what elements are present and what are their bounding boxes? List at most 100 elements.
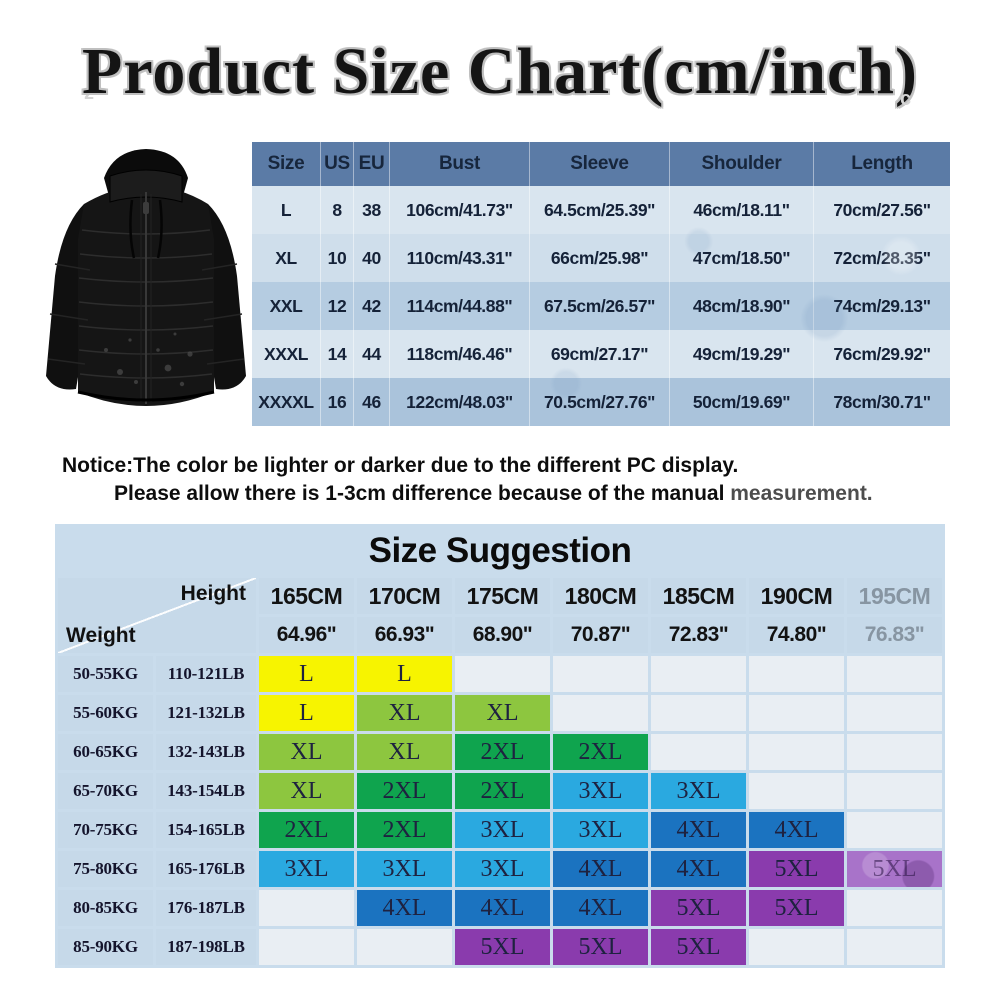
size-table-cell: 67.5cm/26.57" bbox=[529, 282, 669, 330]
size-table-row: XXXXL 16 46 122cm/48.03" 70.5cm/27.76" 50cm/1… bbox=[252, 378, 950, 426]
suggestion-empty-cell bbox=[847, 929, 942, 965]
suggestion-size-cell: 2XL bbox=[455, 734, 550, 770]
header: z Product Size Chart(cm/inch) c bbox=[0, 0, 1000, 142]
suggestion-size-cell: 2XL bbox=[357, 773, 452, 809]
suggestion-empty-cell bbox=[651, 734, 746, 770]
suggestion-size-cell: XL bbox=[357, 734, 452, 770]
suggestion-size-cell: 3XL bbox=[455, 812, 550, 848]
suggestion-size-cell: 3XL bbox=[651, 773, 746, 809]
suggestion-size-cell: 3XL bbox=[259, 851, 354, 887]
suggestion-empty-cell bbox=[847, 734, 942, 770]
suggestion-empty-cell bbox=[357, 929, 452, 965]
suggestion-size-cell: 2XL bbox=[259, 812, 354, 848]
weight-kg-cell: 50-55KG bbox=[58, 656, 153, 692]
weight-kg-cell: 80-85KG bbox=[58, 890, 153, 926]
size-table: Size US EU Bust Sleeve Shoulder Length L 8 38 106c… bbox=[252, 142, 950, 426]
suggestion-size-cell: 4XL bbox=[553, 890, 648, 926]
suggestion-size-cell: 5XL bbox=[651, 890, 746, 926]
height-cm-cell: 195CM bbox=[847, 578, 942, 614]
size-table-row: XL 10 40 110cm/43.31" 66cm/25.98" 47cm/18.50"… bbox=[252, 234, 950, 282]
size-table-header-cell: EU bbox=[353, 142, 389, 186]
size-table-cell: XXXL bbox=[263, 344, 309, 364]
suggestion-empty-cell bbox=[553, 656, 648, 692]
size-table-row: L 8 38 106cm/41.73" 64.5cm/25.39" 46cm/18.11"… bbox=[252, 186, 950, 234]
suggestion-size-cell: 3XL bbox=[553, 773, 648, 809]
size-table-cell: 12 bbox=[320, 282, 353, 330]
weight-lb-cell: 187-198LB bbox=[156, 929, 256, 965]
suggestion-size-cell: 2XL bbox=[553, 734, 648, 770]
top-section: Size US EU Bust Sleeve Shoulder Length L 8 38 106c… bbox=[0, 142, 1000, 432]
size-table-header-row: Size US EU Bust Sleeve Shoulder Length bbox=[252, 142, 950, 186]
size-table-row: XXXL 14 44 118cm/46.46" 69cm/27.17" 49cm/19.2… bbox=[252, 330, 950, 378]
suggestion-empty-cell bbox=[749, 929, 844, 965]
size-table-cell: 50cm/19.69" bbox=[669, 378, 813, 426]
notice-line-1: Notice:The color be lighter or darker du… bbox=[62, 454, 739, 477]
weight-kg-cell: 60-65KG bbox=[58, 734, 153, 770]
product-photo-jacket bbox=[46, 149, 246, 406]
height-cm-cell: 185CM bbox=[651, 578, 746, 614]
weight-kg-cell: 75-80KG bbox=[58, 851, 153, 887]
suggestion-size-cell: 3XL bbox=[357, 851, 452, 887]
size-table-cell: 38 bbox=[353, 186, 389, 234]
suggestion-size-cell: 5XL bbox=[651, 929, 746, 965]
suggestion-empty-cell bbox=[553, 695, 648, 731]
height-cm-cell: 180CM bbox=[553, 578, 648, 614]
size-table-cell: 42 bbox=[353, 282, 389, 330]
size-table-cell: 46cm/18.11" bbox=[669, 186, 813, 234]
notice-line-2-main: Please allow there is 1-3cm difference b… bbox=[114, 482, 731, 505]
size-table-cell: 76cm/29.92" bbox=[813, 330, 950, 378]
height-inch-cell: 66.93" bbox=[357, 617, 452, 653]
weight-kg-cell: 70-75KG bbox=[58, 812, 153, 848]
size-table-cell: XL bbox=[275, 248, 297, 268]
size-table-cell: 110cm/43.31" bbox=[389, 234, 529, 282]
size-table-cell: 78cm/30.71" bbox=[813, 378, 950, 426]
size-table-header-cell: Bust bbox=[389, 142, 529, 186]
height-inch-cell: 64.96" bbox=[259, 617, 354, 653]
suggestion-empty-cell bbox=[749, 773, 844, 809]
suggestion-size-cell: XL bbox=[357, 695, 452, 731]
size-table-header-cell: Size bbox=[267, 153, 305, 174]
suggestion-empty-cell bbox=[847, 695, 942, 731]
suggestion-size-cell: 4XL bbox=[651, 812, 746, 848]
height-label: Height bbox=[180, 582, 246, 605]
height-cm-cell: 175CM bbox=[455, 578, 550, 614]
suggestion-empty-cell bbox=[455, 656, 550, 692]
size-table-cell: 8 bbox=[320, 186, 353, 234]
diagonal-divider bbox=[58, 578, 256, 653]
size-table-cell: 10 bbox=[320, 234, 353, 282]
weight-lb-cell: 165-176LB bbox=[156, 851, 256, 887]
height-weight-corner-cell: Height Weight bbox=[58, 578, 256, 653]
weight-lb-cell: 154-165LB bbox=[156, 812, 256, 848]
size-suggestion-panel: Size Suggestion Height Weight 165CM 170CM… bbox=[55, 524, 945, 968]
height-inch-cell: 76.83" bbox=[847, 617, 942, 653]
size-table-cell: 69cm/27.17" bbox=[529, 330, 669, 378]
notice-text: Notice:The color be lighter or darker du… bbox=[62, 452, 1000, 508]
suggestion-size-cell: 4XL bbox=[749, 812, 844, 848]
size-table-cell: L bbox=[280, 200, 292, 220]
suggestion-size-cell: XL bbox=[259, 734, 354, 770]
faint-watermark-left: z bbox=[84, 82, 94, 104]
height-inch-cell: 68.90" bbox=[455, 617, 550, 653]
suggestion-empty-cell bbox=[847, 773, 942, 809]
suggestion-size-cell: 5XL bbox=[749, 890, 844, 926]
suggestion-empty-cell bbox=[847, 890, 942, 926]
weight-kg-cell: 55-60KG bbox=[58, 695, 153, 731]
suggestion-size-cell: L bbox=[357, 656, 452, 692]
suggestion-size-cell: 4XL bbox=[455, 890, 550, 926]
weight-kg-cell: 85-90KG bbox=[58, 929, 153, 965]
suggestion-size-cell: 5XL bbox=[553, 929, 648, 965]
size-table-cell: 40 bbox=[353, 234, 389, 282]
size-table-header-cell: Length bbox=[813, 142, 950, 186]
suggestion-size-cell: 5XL bbox=[749, 851, 844, 887]
size-table-cell: 122cm/48.03" bbox=[389, 378, 529, 426]
suggestion-empty-cell bbox=[749, 695, 844, 731]
size-table-cell: 49cm/19.29" bbox=[669, 330, 813, 378]
size-table-cell: 44 bbox=[353, 330, 389, 378]
size-suggestion-title: Size Suggestion bbox=[368, 531, 632, 570]
size-table-cell: 66cm/25.98" bbox=[529, 234, 669, 282]
suggestion-size-cell: 4XL bbox=[357, 890, 452, 926]
faint-watermark-right: c bbox=[900, 88, 912, 110]
suggestion-empty-cell bbox=[749, 734, 844, 770]
height-cm-cell: 165CM bbox=[259, 578, 354, 614]
